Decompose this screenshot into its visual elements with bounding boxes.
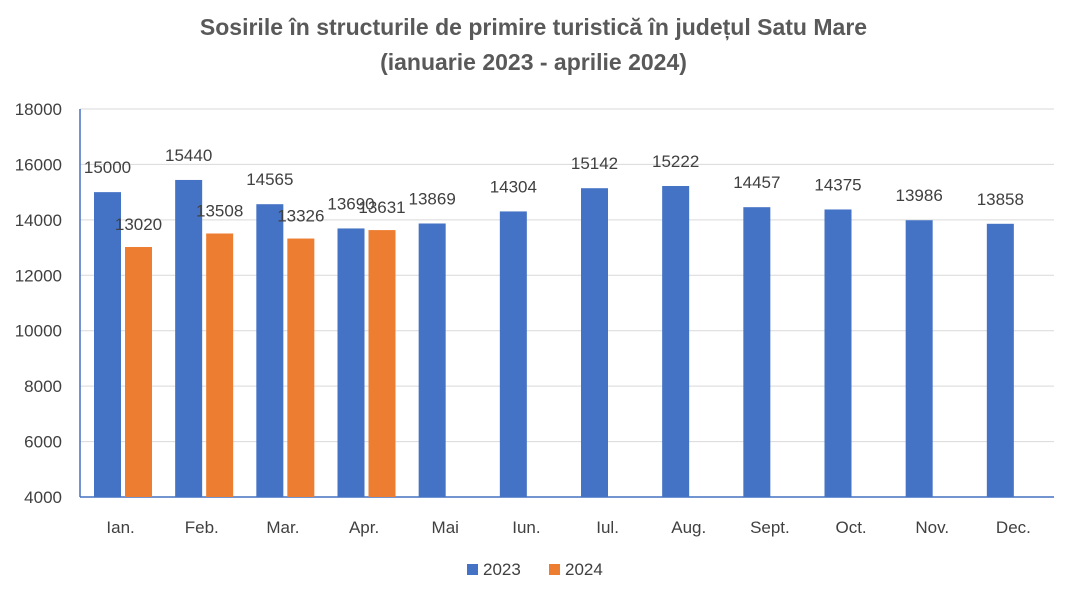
y-tick-label: 16000 [15,155,62,174]
bar-2024 [206,233,234,498]
x-tick-label: Apr. [349,518,379,537]
x-tick-label: Feb. [185,518,219,537]
y-tick-label: 6000 [24,433,62,452]
x-tick-label: Aug. [671,518,706,537]
y-tick-label: 18000 [15,100,62,119]
bar-2023 [256,204,284,497]
data-label-2023: 14304 [490,177,537,196]
y-tick-label: 14000 [15,211,62,230]
data-label-2023: 13986 [896,186,943,205]
data-label-2023: 14457 [733,173,780,192]
data-label-2023: 15142 [571,154,618,173]
bar-2023 [499,211,527,497]
data-label-2023: 14375 [814,175,861,194]
data-label-2024: 13508 [196,201,243,220]
data-label-2023: 13690 [327,194,374,213]
x-tick-label: Mai [432,518,459,537]
legend-swatch-2023 [467,564,478,575]
bar-2023 [743,207,771,497]
x-tick-label: Dec. [996,518,1031,537]
y-tick-label: 8000 [24,377,62,396]
bar-2023 [175,179,203,497]
x-tick-label: Iul. [596,518,619,537]
chart-subtitle: (ianuarie 2023 - aprilie 2024) [380,49,687,75]
data-label-2023: 13858 [977,190,1024,209]
x-tick-label: Sept. [750,518,790,537]
bar-2024 [125,247,152,497]
y-tick-label: 4000 [24,488,62,507]
data-label-2024: 13020 [115,215,162,234]
legend-label-2023: 2023 [483,560,521,579]
bar-2023 [986,223,1014,497]
x-tick-label: Iun. [512,518,540,537]
bar-2023 [418,223,446,497]
bar-2023 [581,188,608,497]
data-label-2023: 14565 [246,170,293,189]
data-label-2023: 15000 [84,158,131,177]
bar-2024 [368,230,396,497]
legend-swatch-2024 [549,564,560,575]
x-tick-label: Mar. [266,518,299,537]
data-label-2023: 13869 [409,189,456,208]
chart-title: Sosirile în structurile de primire turis… [199,14,868,40]
data-label-2023: 15222 [652,152,699,171]
bar-2023 [824,209,852,497]
x-tick-label: Ian. [106,518,134,537]
y-tick-label: 12000 [15,266,62,285]
bar-2023 [337,228,365,497]
bar-2024 [287,238,315,498]
data-label-2024: 13631 [358,198,405,217]
y-tick-label: 10000 [15,322,62,341]
data-label-2023: 15440 [165,146,212,165]
legend-label-2024: 2024 [565,560,603,579]
bar-2023 [662,185,690,497]
x-tick-label: Nov. [915,518,949,537]
bar-2023 [94,192,121,497]
bar-2023 [905,220,933,497]
x-tick-label: Oct. [835,518,866,537]
data-label-2024: 13326 [277,207,324,226]
